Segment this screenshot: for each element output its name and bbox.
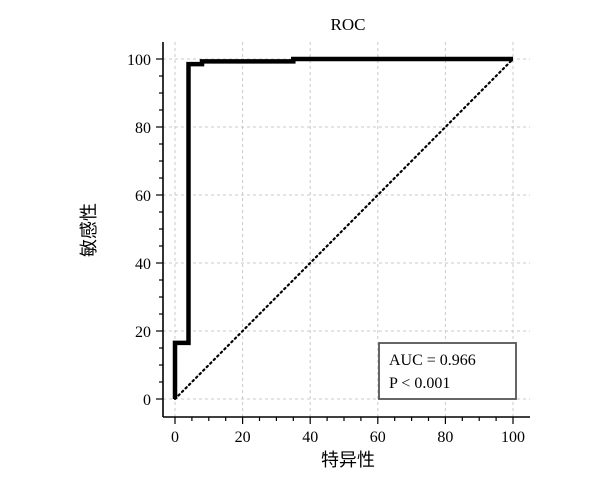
chart-title: ROC [331,15,366,34]
annotation-auc: AUC = 0.966 [389,352,476,369]
x-tick-label: 100 [501,429,525,446]
series-layer [172,56,515,401]
y-tick-label: 60 [135,188,151,205]
roc-curve [172,56,513,399]
reference-diagonal-line [173,57,515,401]
y-tick-label: 40 [135,256,151,273]
axes: 0 20 40 60 80 100 0 20 40 60 80 100 [127,42,530,446]
y-tick-label: 100 [127,52,151,69]
grid [163,42,530,417]
x-tick-label: 0 [171,429,179,446]
y-axis-label: 敏感性 [79,203,99,257]
y-tick-label: 20 [135,324,151,341]
x-axis-label: 特异性 [321,450,375,470]
y-tick-label: 0 [143,392,151,409]
annotation-frame [378,342,517,400]
y-tick-label: 80 [135,120,151,137]
x-tick-label: 80 [437,429,453,446]
annotation-p-value: P < 0.001 [389,375,450,392]
x-tick-label: 60 [370,429,386,446]
x-tick-label: 20 [235,429,251,446]
annotation-box: AUC = 0.966 P < 0.001 [378,342,517,400]
x-tick-label: 40 [302,429,318,446]
